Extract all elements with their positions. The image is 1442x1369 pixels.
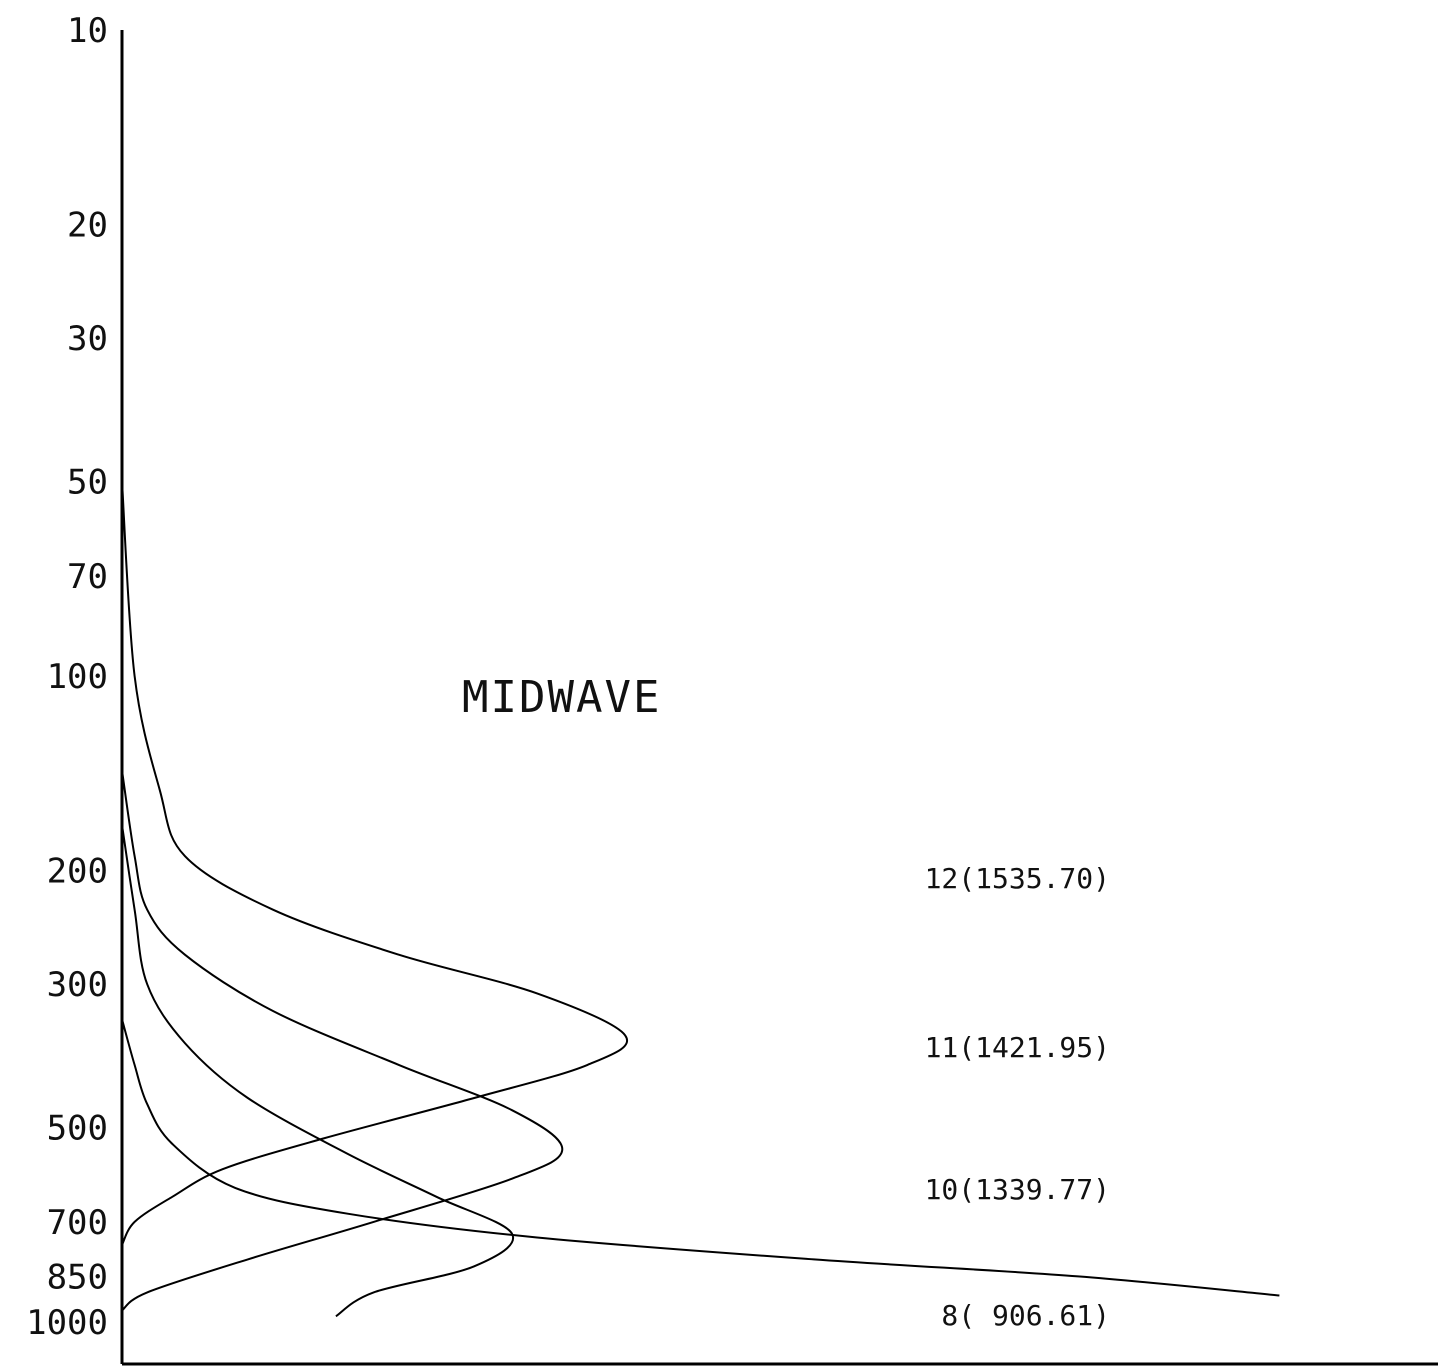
y-tick-label: 300 bbox=[47, 965, 108, 1005]
series-line-2 bbox=[121, 824, 515, 1318]
series-line-0 bbox=[121, 481, 629, 1246]
series-label-3: 8( 906.61) bbox=[941, 1299, 1110, 1332]
y-tick-label: 850 bbox=[47, 1257, 108, 1297]
y-tick-label: 70 bbox=[67, 557, 108, 597]
y-tick-label: 500 bbox=[47, 1109, 108, 1149]
y-tick-label: 700 bbox=[47, 1203, 108, 1243]
series-line-1 bbox=[121, 770, 564, 1312]
y-tick-label: 100 bbox=[47, 657, 108, 697]
series-line-3 bbox=[121, 1019, 1280, 1297]
y-tick-label: 30 bbox=[67, 319, 108, 359]
y-tick-labels: 10 20 30 50 70 100 200 300 500 700 850 1000 bbox=[26, 11, 108, 1343]
series-curves bbox=[121, 481, 1280, 1318]
y-tick-label: 10 bbox=[67, 11, 108, 51]
chart-title: MIDWAVE bbox=[462, 672, 661, 723]
series-label-0: 12(1535.70) bbox=[925, 862, 1110, 895]
y-tick-label: 200 bbox=[47, 851, 108, 891]
y-tick-label: 20 bbox=[67, 205, 108, 245]
series-label-1: 11(1421.95) bbox=[925, 1031, 1110, 1064]
series-label-2: 10(1339.77) bbox=[925, 1173, 1110, 1206]
y-tick-label: 50 bbox=[67, 463, 108, 503]
series-labels: 12(1535.70) 11(1421.95) 10(1339.77) 8( 906.… bbox=[925, 862, 1110, 1332]
y-tick-label: 1000 bbox=[26, 1303, 108, 1343]
